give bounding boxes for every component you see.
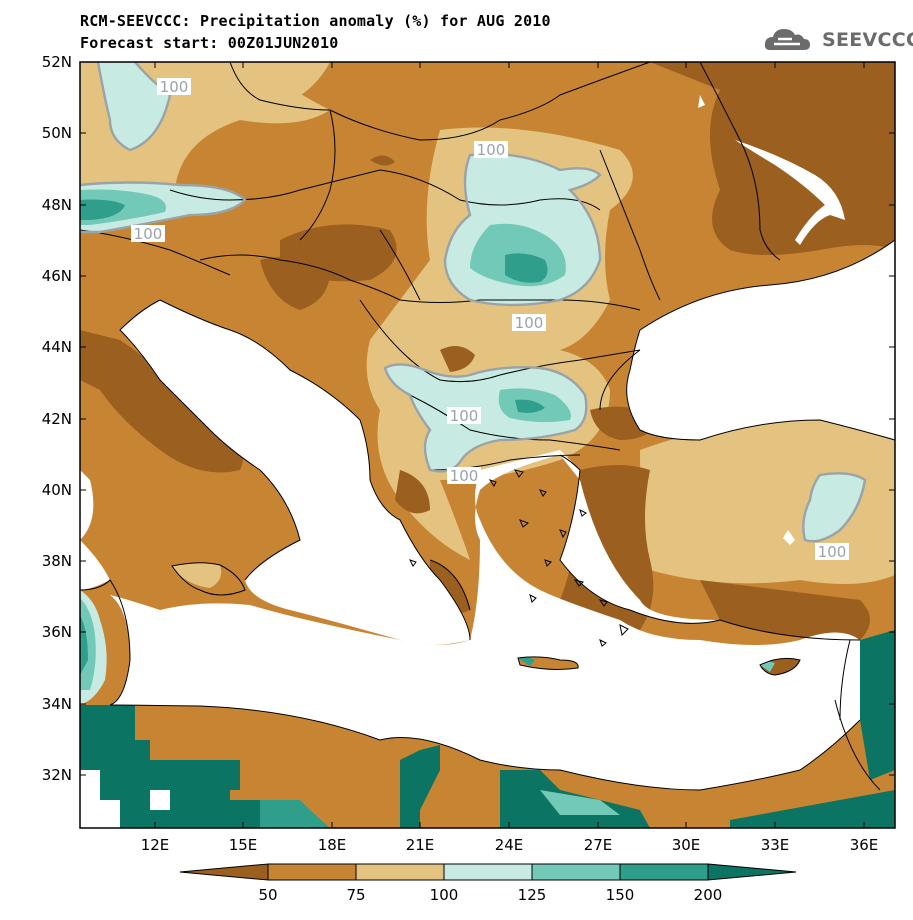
cloud-logo-icon: [764, 29, 810, 50]
lon-label: 27E: [584, 836, 613, 854]
colorbar-segment: [707, 863, 797, 881]
colorbar-tick-label: 75: [346, 886, 365, 904]
lat-label: 46N: [42, 267, 72, 285]
colorbar-tick-label: 100: [430, 886, 459, 904]
lat-label: 40N: [42, 481, 72, 499]
colorbar-tick-label: 200: [694, 886, 723, 904]
lat-label: 38N: [42, 552, 72, 570]
lon-label: 33E: [761, 836, 790, 854]
map-title: RCM-SEEVCCC: Precipitation anomaly (%) f…: [80, 12, 551, 30]
lat-label: 50N: [42, 124, 72, 142]
contour-label: 100: [477, 141, 506, 159]
colorbar-segment: [619, 863, 709, 881]
logo-text: SEEVCCC: [822, 29, 913, 51]
lat-label: 32N: [42, 766, 72, 784]
lat-label: 52N: [42, 53, 72, 71]
precip-anomaly-field: [80, 62, 895, 828]
lon-label: 18E: [318, 836, 347, 854]
contour-label: 100: [515, 314, 544, 332]
contour-label: 100: [450, 467, 479, 485]
lon-label: 24E: [495, 836, 524, 854]
plot-frame: [79, 61, 896, 829]
colorbar-segment: [267, 863, 357, 881]
contour-label: 100: [818, 543, 847, 561]
lat-label: 48N: [42, 196, 72, 214]
lat-label: 42N: [42, 410, 72, 428]
coastlines-and-borders: [80, 62, 895, 791]
contour-label: 100: [160, 78, 189, 96]
colorbar-segment: [179, 863, 269, 881]
lat-label: 36N: [42, 623, 72, 641]
lon-label: 36E: [850, 836, 879, 854]
forecast-start-subtitle: Forecast start: 00Z01JUN2010: [80, 34, 339, 52]
lat-label: 34N: [42, 695, 72, 713]
colorbar: [179, 863, 797, 881]
seevccc-logo: SEEVCCC: [764, 24, 913, 56]
contour-label: 100: [450, 407, 479, 425]
colorbar-tick-label: 150: [606, 886, 635, 904]
lon-label: 30E: [672, 836, 701, 854]
colorbar-tick-label: 50: [258, 886, 277, 904]
longitude-axis: [154, 62, 865, 828]
lon-label: 12E: [141, 836, 170, 854]
colorbar-segment: [355, 863, 445, 881]
contour-labels: 100 100 100 100 100 100 100: [131, 78, 849, 561]
lat-label: 44N: [42, 338, 72, 356]
lon-label: 15E: [229, 836, 258, 854]
colorbar-segment: [443, 863, 533, 881]
lon-label: 21E: [406, 836, 435, 854]
colorbar-segment: [531, 863, 621, 881]
colorbar-tick-label: 125: [518, 886, 547, 904]
contour-label: 100: [134, 225, 163, 243]
latitude-axis: [80, 61, 895, 776]
